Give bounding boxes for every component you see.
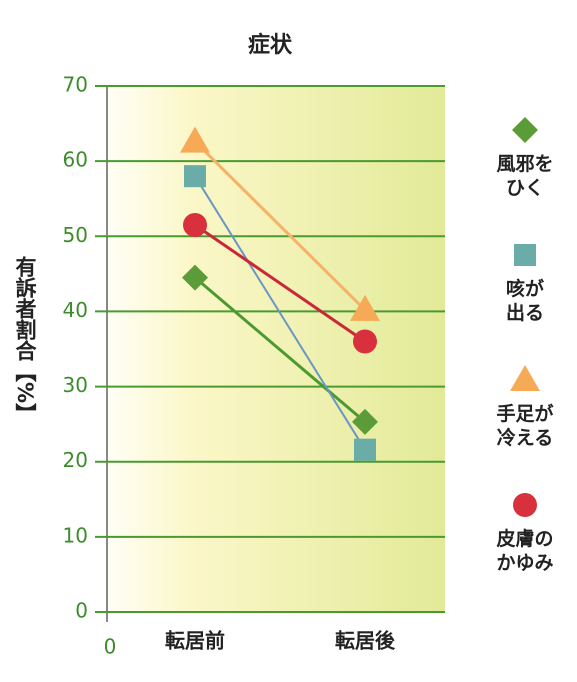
y-tick-label: 60 xyxy=(63,148,88,172)
legend-marker xyxy=(514,244,536,266)
legend-marker xyxy=(510,365,540,391)
plot-background xyxy=(107,86,445,612)
x-tick-label: 転居後 xyxy=(335,629,396,653)
chart-title: 症状 xyxy=(248,32,293,58)
data-point xyxy=(350,294,380,321)
data-point xyxy=(352,408,378,435)
y-tick-label: 70 xyxy=(63,73,88,97)
y-tick-label: 20 xyxy=(63,448,88,472)
legend-marker xyxy=(513,493,537,517)
x-tick-label: 転居前 xyxy=(165,629,225,653)
legend-label: 手足が 冷える xyxy=(496,403,554,449)
series-line xyxy=(194,276,366,424)
legend-label: 皮膚の かゆみ xyxy=(496,528,554,574)
x-origin-label: 0 xyxy=(104,635,117,659)
y-tick-label: 30 xyxy=(63,373,88,397)
series-line xyxy=(194,223,366,343)
data-point xyxy=(182,264,208,291)
y-tick-label: 10 xyxy=(63,523,88,547)
legend-marker xyxy=(512,117,538,143)
data-point xyxy=(184,165,206,188)
data-point xyxy=(354,438,376,461)
series-line xyxy=(193,140,367,311)
series-line xyxy=(194,175,366,451)
y-tick-label: 50 xyxy=(63,223,88,247)
y-tick-label: 40 xyxy=(63,298,88,322)
data-point xyxy=(180,126,210,153)
y-axis-label: 有訴者割合【%】 xyxy=(13,255,37,424)
data-point xyxy=(183,213,207,238)
legend-label: 風邪を ひく xyxy=(496,153,554,199)
y-tick-label: 0 xyxy=(75,599,88,623)
data-point xyxy=(353,329,377,354)
legend-label: 咳が 出る xyxy=(505,278,544,324)
